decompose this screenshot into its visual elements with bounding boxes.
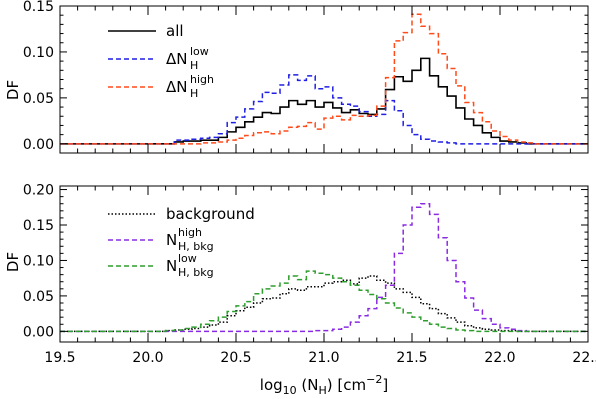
bottom-y-ticks: 0.00 0.05 0.10 0.15 0.20: [23, 183, 588, 340]
top-legend: all ΔN low HΔN high H: [108, 22, 214, 100]
top-x-ticks: [59, 6, 589, 153]
bottom-legend-label-0: background: [166, 205, 255, 223]
x-tick-label: 22.0: [484, 350, 515, 366]
top-axes-frame: [59, 5, 589, 154]
bottom-series-2-line: [148, 270, 588, 333]
top-y-tick-label: 0.15: [23, 0, 54, 15]
top-y-axis-label: DF: [4, 80, 22, 100]
bottom-y-tick-label: 0.05: [23, 289, 54, 305]
bottom-y-tick-label: 0.10: [23, 253, 54, 269]
top-legend-label-2: ΔN high H: [166, 73, 214, 100]
bottom-y-tick-label: 0.15: [23, 218, 54, 234]
top-series-0-line: [148, 57, 588, 145]
bottom-y-tick-label: 0.20: [23, 183, 54, 199]
bottom-plot-area: [60, 202, 588, 333]
top-series-1-line: [148, 74, 588, 145]
x-tick-label: 21.0: [308, 350, 339, 366]
top-legend-label-1: ΔN low H: [166, 45, 209, 72]
x-axis-label: log10 (NH) [cm−2]: [260, 373, 388, 397]
bottom-y-axis-label: DF: [4, 252, 22, 272]
x-tick-label: 21.5: [396, 350, 427, 366]
top-y-tick-label: 0.05: [23, 91, 54, 107]
top-series-2-line: [148, 13, 588, 145]
bottom-axes-frame: [59, 185, 589, 343]
bottom-series-0-line: [148, 275, 588, 333]
top-plot-area: [60, 13, 588, 145]
top-y-tick-label: 0.10: [23, 45, 54, 61]
bottom-legend-label-2: Nlow H, bkg: [166, 252, 214, 279]
bottom-y-tick-label: 0.00: [23, 324, 54, 340]
bottom-series-1-line: [148, 202, 588, 333]
x-tick-label: 20.5: [220, 350, 251, 366]
bottom-x-ticks: 19.5 20.0 20.5 21.0 21.5 22.0 22.5: [44, 186, 596, 366]
top-panel: 0.00 0.05 0.10 0.15 DF all ΔN low HΔN high H: [4, 0, 589, 154]
bottom-panel: 0.00 0.05 0.10 0.15 0.20 19.5 20.0 20.5 21.0 21.…: [4, 183, 596, 397]
x-tick-label: 19.5: [44, 350, 75, 366]
x-tick-label: 22.5: [572, 350, 596, 366]
top-y-tick-label: 0.00: [23, 137, 54, 153]
bottom-legend-label-1: Nhigh H, bkg: [166, 226, 214, 253]
top-y-ticks: 0.00 0.05 0.10 0.15: [23, 0, 588, 153]
x-tick-label: 20.0: [132, 350, 163, 366]
top-legend-label-0: all: [166, 22, 184, 40]
